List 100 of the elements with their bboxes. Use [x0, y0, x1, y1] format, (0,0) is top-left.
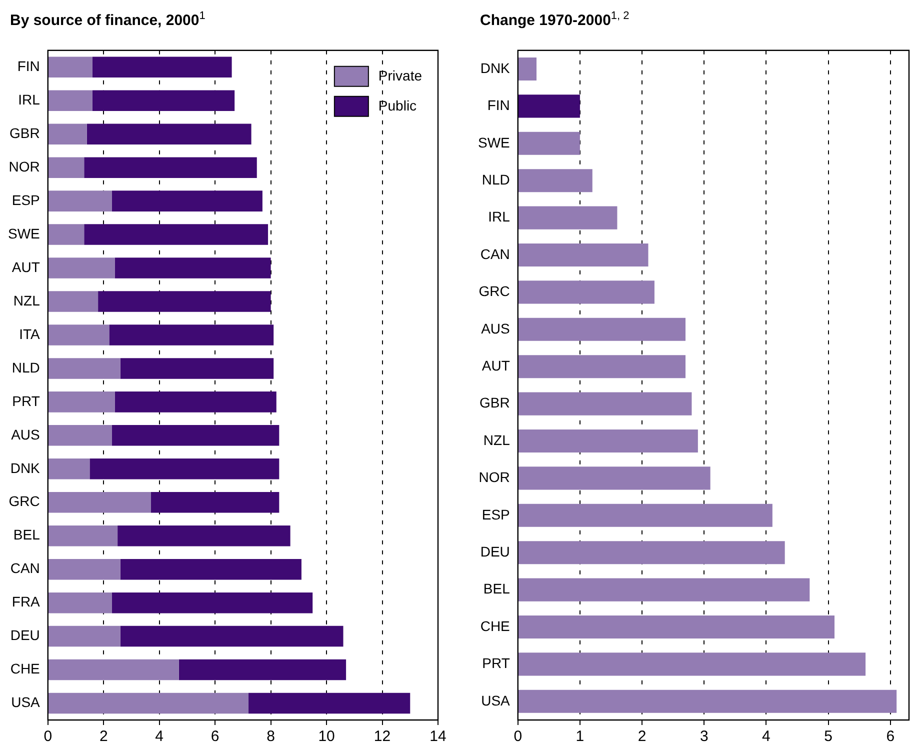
y-tick-label: NLD: [482, 171, 510, 188]
bar: [518, 94, 580, 118]
bar: [112, 190, 262, 212]
bar: [518, 652, 866, 676]
x-tick-label: 14: [430, 728, 446, 746]
bar: [48, 324, 110, 346]
x-tick-label: 3: [700, 728, 708, 746]
bar: [86, 124, 252, 144]
y-tick-label: ESP: [482, 506, 510, 522]
bar: [48, 90, 92, 111]
bar: [518, 243, 648, 267]
x-tick-label: 4: [762, 728, 770, 746]
bar: [48, 492, 151, 513]
bar: [518, 132, 580, 155]
bar: [518, 690, 897, 713]
bar: [48, 124, 87, 144]
bar: [92, 56, 232, 78]
bar: [109, 324, 274, 346]
bar: [248, 692, 410, 714]
bar: [84, 157, 257, 178]
bar: [518, 206, 618, 230]
x-tick-label: 6: [210, 728, 220, 746]
bar: [114, 392, 276, 412]
y-tick-label: BEL: [13, 526, 40, 543]
y-tick-label: ITA: [19, 326, 41, 342]
bar: [518, 504, 772, 527]
bar: [48, 358, 120, 379]
bar: [48, 458, 90, 480]
bar: [114, 258, 271, 278]
chart-title: By source of finance, 2000$^{1}$: [10, 10, 206, 29]
y-tick-label: IRL: [18, 91, 40, 108]
bar: [518, 429, 698, 453]
y-tick-label: SWE: [8, 225, 40, 242]
y-tick-label: FRA: [12, 594, 41, 610]
bar: [48, 425, 112, 446]
y-tick-label: USA: [481, 692, 511, 708]
x-tick-label: 12: [374, 728, 391, 746]
y-tick-label: DEU: [10, 627, 40, 644]
x-tick-label: 5: [824, 728, 832, 746]
legend-label: Private: [378, 67, 422, 84]
y-tick-label: GRC: [8, 493, 40, 510]
x-tick-label: 2: [638, 728, 646, 746]
x-tick-label: 0: [44, 728, 52, 746]
legend-label: Public: [378, 97, 417, 114]
bar: [48, 525, 118, 546]
bar: [84, 224, 268, 245]
bar: [120, 358, 274, 379]
y-tick-label: FIN: [17, 58, 40, 74]
x-tick-label: 2: [99, 728, 108, 746]
y-tick-label: ESP: [12, 192, 40, 208]
x-tick-label: 10: [318, 728, 335, 746]
bar: [518, 578, 810, 602]
y-tick-label: AUT: [482, 357, 510, 374]
y-tick-label: DNK: [10, 460, 41, 476]
bar: [120, 626, 344, 647]
y-tick-label: SWE: [478, 134, 510, 150]
bar: [518, 57, 537, 81]
x-tick-label: 0: [514, 728, 522, 746]
bar: [150, 492, 280, 513]
x-tick-label: 4: [155, 728, 164, 746]
y-tick-label: NOR: [478, 469, 510, 486]
bar: [48, 291, 98, 312]
bar: [118, 525, 290, 546]
bar: [48, 692, 249, 714]
y-tick-label: NLD: [12, 359, 40, 376]
y-tick-label: DEU: [480, 543, 510, 560]
y-tick-label: BEL: [483, 580, 510, 597]
bar: [98, 291, 271, 312]
chart-title: Change 1970-2000$^{1, 2}$: [480, 10, 630, 29]
y-tick-label: NZL: [13, 292, 40, 308]
x-tick-label: 8: [266, 728, 275, 746]
y-tick-label: AUT: [12, 258, 40, 275]
y-tick-label: NZL: [483, 432, 510, 448]
bar: [112, 592, 313, 614]
bar: [48, 224, 84, 245]
bar: [120, 558, 302, 580]
y-tick-label: GRC: [478, 283, 510, 300]
bar: [48, 558, 120, 580]
bar: [48, 258, 115, 278]
bar: [178, 659, 346, 680]
bar: [518, 280, 654, 304]
x-tick-label: 6: [886, 728, 895, 746]
bar: [518, 355, 686, 378]
bar: [518, 541, 785, 564]
y-tick-label: AUS: [481, 320, 510, 336]
y-tick-label: FIN: [487, 97, 510, 114]
y-tick-label: IRL: [488, 208, 510, 225]
y-tick-label: CHE: [480, 618, 510, 634]
bar: [112, 425, 280, 446]
y-tick-label: GBR: [10, 124, 40, 141]
bar: [518, 318, 686, 341]
bar: [518, 466, 710, 490]
bar: [48, 626, 120, 647]
x-tick-label: 1: [576, 728, 584, 746]
bar: [48, 190, 112, 212]
bar: [518, 169, 592, 192]
y-tick-label: DNK: [480, 60, 511, 76]
y-tick-label: NOR: [8, 158, 40, 174]
y-tick-label: PRT: [482, 655, 510, 672]
bar: [518, 615, 835, 639]
